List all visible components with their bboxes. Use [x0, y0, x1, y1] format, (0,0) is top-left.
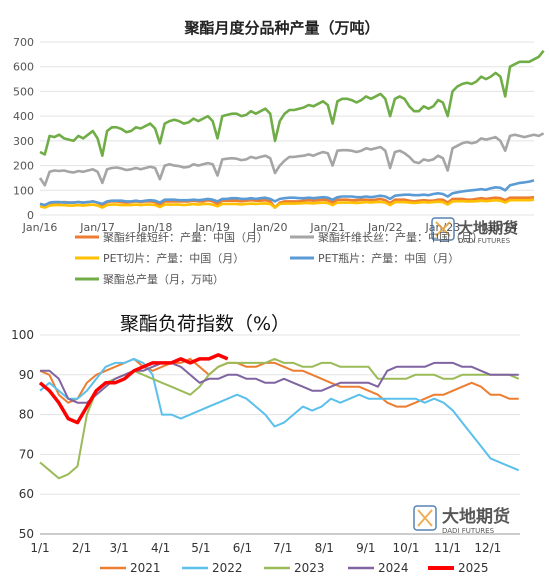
y-tick-label: 600: [13, 61, 34, 74]
chart-title: 聚酯负荷指数（%）: [120, 313, 290, 335]
y-tick-label: 400: [13, 110, 34, 123]
x-tick-label: 3/1: [109, 541, 128, 555]
series-line-0: [39, 195, 535, 209]
y-tick-label: 80: [19, 408, 34, 422]
x-tick-label: 1/1: [30, 541, 49, 555]
y-tick-label: 700: [13, 36, 34, 49]
legend-label: PET瓶片：产量：中国（月）: [318, 251, 459, 265]
series-line-4: [39, 49, 545, 157]
series-line-2023: [39, 357, 520, 480]
y-tick-label: 200: [13, 160, 34, 173]
series-line-2021: [39, 357, 519, 408]
y-tick-labels: 50 60 70 80 90 100: [11, 328, 34, 541]
watermark-logo: 大地期货 DADI FUTURES: [413, 505, 510, 535]
legend-label: 2025: [458, 561, 489, 575]
legend-item: 2021: [100, 561, 161, 575]
series-line-2024: [40, 361, 519, 404]
legend-label: 2023: [294, 561, 325, 575]
y-tick-label: 100: [11, 328, 34, 342]
monthly-output-panel: 聚酯月度分品种产量（万吨） 0 100 200 300 400 500 600 700 Jan…: [0, 0, 550, 290]
x-tick-label: Jan/18: [137, 221, 173, 234]
series-line-2025: [38, 353, 229, 425]
x-tick-labels: Jan/16 Jan/17 Jan/18 Jan/19 Jan/20 Jan/21 Jan/…: [22, 221, 518, 234]
x-tick-label: Jan/22: [367, 221, 403, 234]
series-line-2022: [39, 357, 520, 472]
legend-item: 聚酯纤维长丝：产量：中国（月）: [290, 230, 483, 244]
series-line-2: [39, 198, 535, 209]
monthly-output-chart: 聚酯月度分品种产量（万吨） 0 100 200 300 400 500 600 700 Jan…: [13, 19, 545, 286]
x-tick-label: Jan/20: [252, 221, 288, 234]
chart-title: 聚酯月度分品种产量（万吨）: [183, 19, 379, 37]
x-tick-label: 7/1: [273, 541, 292, 555]
x-tick-label: 2/1: [72, 541, 91, 555]
legend-item: 2023: [264, 561, 325, 575]
legend-item: PET瓶片：产量：中国（月）: [290, 251, 459, 265]
y-tick-label: 500: [13, 85, 34, 98]
watermark-cn: 大地期货: [442, 506, 510, 527]
watermark-logo: 大地期货 DADI FUTURES: [431, 217, 518, 245]
y-tick-labels: 0 100 200 300 400 500 600 700: [13, 36, 34, 222]
load-index-panel: 聚酯负荷指数（%） 50 60 70 80 90 100 1/1 2/1 3/1 4/1 5/1 6…: [0, 290, 550, 583]
series-lines: [38, 353, 520, 480]
legend: 聚酯纤维短纤：产量：中国（月） 聚酯纤维长丝：产量：中国（月） PET切片：产量：中…: [75, 230, 483, 286]
series-lines: [38, 49, 545, 209]
x-tick-label: 6/1: [233, 541, 252, 555]
y-tick-label: 60: [19, 487, 34, 501]
x-tick-label: Jan/19: [194, 221, 230, 234]
x-tick-label: 4/1: [151, 541, 170, 555]
y-tick-label: 50: [19, 527, 34, 541]
x-tick-label: 8/1: [315, 541, 334, 555]
y-grid: [40, 41, 534, 216]
legend-item: 2022: [182, 561, 243, 575]
legend-item: PET切片：产量：中国（月）: [75, 251, 244, 265]
legend-label: 2024: [378, 561, 409, 575]
x-tick-label: 5/1: [191, 541, 210, 555]
legend-label: 聚酯总产量（月，万吨）: [103, 272, 224, 286]
legend-item: 2024: [348, 561, 409, 575]
x-tick-labels: 1/1 2/1 3/1 4/1 5/1 6/1 7/1 8/1 9/1 10/1 11/1 12/1: [30, 541, 501, 555]
legend-label: 2021: [130, 561, 161, 575]
load-index-chart: 聚酯负荷指数（%） 50 60 70 80 90 100 1/1 2/1 3/1 4/1 5/1 6…: [11, 313, 520, 575]
y-tick-label: 70: [19, 447, 34, 461]
legend-label: PET切片：产量：中国（月）: [103, 251, 244, 265]
legend-label: 聚酯纤维短纤：产量：中国（月）: [103, 230, 268, 244]
x-tick-label: 12/1: [474, 541, 501, 555]
legend-label: 聚酯纤维长丝：产量：中国（月）: [318, 230, 483, 244]
x-tick-label: Jan/16: [22, 221, 58, 234]
y-tick-label: 0: [27, 209, 34, 222]
x-tick-label: 10/1: [393, 541, 420, 555]
watermark-en: DADI FUTURES: [458, 237, 511, 245]
y-tick-label: 90: [19, 368, 34, 382]
y-tick-label: 300: [13, 135, 34, 148]
legend-item: 聚酯纤维短纤：产量：中国（月）: [75, 230, 268, 244]
legend-item: 聚酯总产量（月，万吨）: [75, 272, 224, 286]
watermark-cn: 大地期货: [458, 219, 518, 237]
x-tick-label: 9/1: [356, 541, 375, 555]
x-tick-label: Jan/24: [482, 221, 518, 234]
y-grid: [40, 334, 520, 535]
legend-item: 2025: [428, 561, 489, 575]
x-tick-label: Jan/17: [79, 221, 115, 234]
series-line-3: [39, 179, 535, 207]
y-tick-label: 100: [13, 184, 34, 197]
series-line-1: [38, 132, 545, 187]
legend-label: 2022: [212, 561, 243, 575]
watermark-en: DADI FUTURES: [442, 527, 495, 535]
x-tick-label: 11/1: [434, 541, 461, 555]
legend: 2021 2022 2023 2024 2025: [100, 561, 489, 575]
x-tick-label: Jan/21: [309, 221, 345, 234]
